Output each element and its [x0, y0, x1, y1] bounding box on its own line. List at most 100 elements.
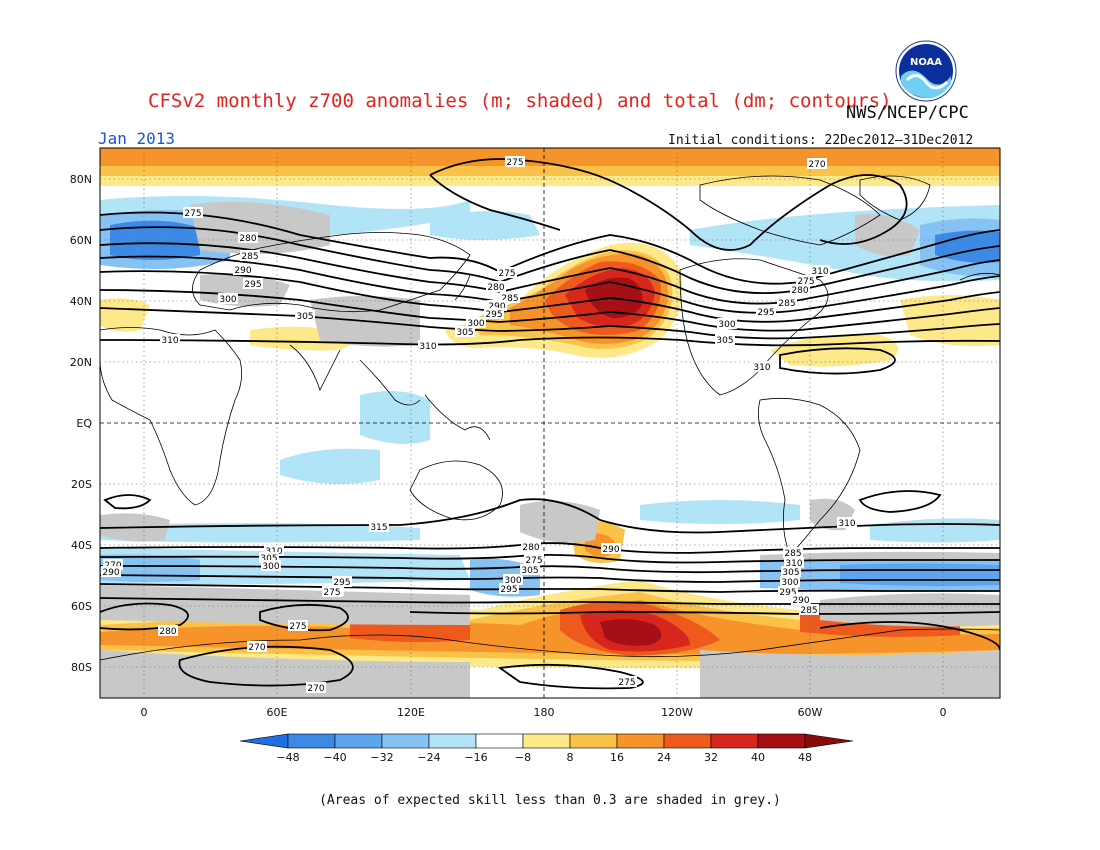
- svg-text:290: 290: [602, 545, 619, 555]
- contour-label: 310: [752, 361, 772, 373]
- x-tick-label: 120W: [661, 706, 693, 719]
- svg-text:270: 270: [248, 643, 265, 653]
- svg-text:305: 305: [456, 328, 473, 338]
- svg-text:310: 310: [785, 559, 802, 569]
- contour-label: 300: [503, 574, 523, 586]
- svg-text:300: 300: [718, 320, 735, 330]
- svg-text:315: 315: [370, 523, 387, 533]
- x-tick-label: 60W: [798, 706, 823, 719]
- colorbar-low-arrow: [239, 733, 289, 749]
- contour-label: 285: [240, 250, 260, 262]
- colorbar-swatch: [475, 733, 524, 749]
- contour-label: 305: [295, 310, 315, 322]
- svg-text:310: 310: [419, 342, 436, 352]
- contour-label: 300: [717, 318, 737, 330]
- contour-label: 305: [715, 334, 735, 346]
- colorbar: −48 −40 −32 −24 −16 −8 8 16 24 32 40 48: [239, 733, 854, 764]
- svg-text:285: 285: [501, 294, 518, 304]
- contour-label: 300: [780, 576, 800, 588]
- colorbar-swatch: [663, 733, 712, 749]
- colorbar-swatch: [710, 733, 759, 749]
- svg-text:275: 275: [323, 588, 340, 598]
- y-tick-label: 40S: [71, 539, 92, 552]
- contour-label: 300: [261, 560, 281, 572]
- svg-text:295: 295: [244, 280, 261, 290]
- svg-text:285: 285: [784, 549, 801, 559]
- colorbar-tick-label: 32: [704, 751, 718, 764]
- svg-text:280: 280: [522, 543, 539, 553]
- y-tick-label: 60S: [71, 600, 92, 613]
- contour-labels: 275 2702752802852902953003053103102752802…: [101, 156, 857, 694]
- y-tick-label: 80S: [71, 661, 92, 674]
- initial-conditions-label: Initial conditions: 22Dec2012–31Dec2012: [668, 133, 974, 148]
- svg-text:275: 275: [498, 269, 515, 279]
- contour-label: 275: [288, 620, 308, 632]
- contour-label: 280: [790, 284, 810, 296]
- svg-text:305: 305: [782, 568, 799, 578]
- contour-label: 285: [799, 604, 819, 616]
- contour-label: 270: [306, 682, 326, 694]
- colorbar-tick-label: −16: [464, 751, 487, 764]
- svg-text:295: 295: [779, 588, 796, 598]
- contour-label: 285: [500, 292, 520, 304]
- svg-text:300: 300: [219, 295, 236, 305]
- svg-text:275: 275: [797, 277, 814, 287]
- noaa-logo: NOAA: [895, 40, 957, 102]
- svg-text:295: 295: [500, 585, 517, 595]
- month-label: Jan 2013: [98, 129, 176, 148]
- colorbar-swatch: [522, 733, 571, 749]
- contour-label: 290: [101, 566, 121, 578]
- contour-label: 310: [810, 265, 830, 277]
- svg-text:310: 310: [838, 519, 855, 529]
- contour-label: 270: [807, 158, 827, 170]
- contour-label: 275: [183, 207, 203, 219]
- y-tick-label: EQ: [76, 417, 92, 430]
- colorbar-swatch: [569, 733, 618, 749]
- y-axis: 80N 60N 40N 20N EQ 20S 40S 60S 80S: [70, 173, 93, 674]
- svg-text:275: 275: [184, 209, 201, 219]
- equator-dateline: [100, 148, 1000, 698]
- contour-label: 310: [418, 340, 438, 352]
- logo-text: NOAA: [910, 57, 942, 68]
- svg-text:305: 305: [521, 566, 538, 576]
- contour-label: 290: [487, 300, 507, 312]
- svg-text:275: 275: [506, 158, 523, 168]
- y-tick-label: 20N: [70, 356, 92, 369]
- contour-label: 290: [601, 543, 621, 555]
- contour-label: 305: [455, 326, 475, 338]
- x-tick-label: 60E: [267, 706, 288, 719]
- coastlines: [100, 175, 1000, 661]
- svg-text:285: 285: [800, 606, 817, 616]
- contour-label: 305: [781, 566, 801, 578]
- colorbar-high-arrow: [804, 733, 854, 749]
- contour-label: 275: [524, 554, 544, 566]
- contour-label: 280: [521, 541, 541, 553]
- contour-label: 275: [505, 156, 525, 168]
- svg-text:275: 275: [618, 678, 635, 688]
- contour-label: 280: [238, 232, 258, 244]
- colorbar-swatch: [616, 733, 665, 749]
- contour-label: 285: [783, 547, 803, 559]
- contour-label: 305: [520, 564, 540, 576]
- svg-text:290: 290: [488, 302, 505, 312]
- svg-text:300: 300: [262, 562, 279, 572]
- contour-label: 295: [332, 576, 352, 588]
- contour-label: 310: [837, 517, 857, 529]
- svg-text:280: 280: [791, 286, 808, 296]
- colorbar-tick-label: 16: [610, 751, 624, 764]
- x-axis: 0 60E 120E 180 120W 60W 0: [141, 706, 947, 719]
- y-tick-label: 80N: [70, 173, 92, 186]
- svg-text:300: 300: [467, 319, 484, 329]
- svg-text:290: 290: [792, 596, 809, 606]
- contour-label: 280: [486, 281, 506, 293]
- contour-label: 275: [322, 586, 342, 598]
- colorbar-swatch: [381, 733, 430, 749]
- svg-text:275: 275: [289, 622, 306, 632]
- contour-label: 290: [233, 264, 253, 276]
- svg-text:295: 295: [485, 310, 502, 320]
- contour-label: 300: [218, 293, 238, 305]
- svg-text:310: 310: [753, 363, 770, 373]
- plot-frame: [99, 147, 1001, 699]
- contour-label: 275: [497, 267, 517, 279]
